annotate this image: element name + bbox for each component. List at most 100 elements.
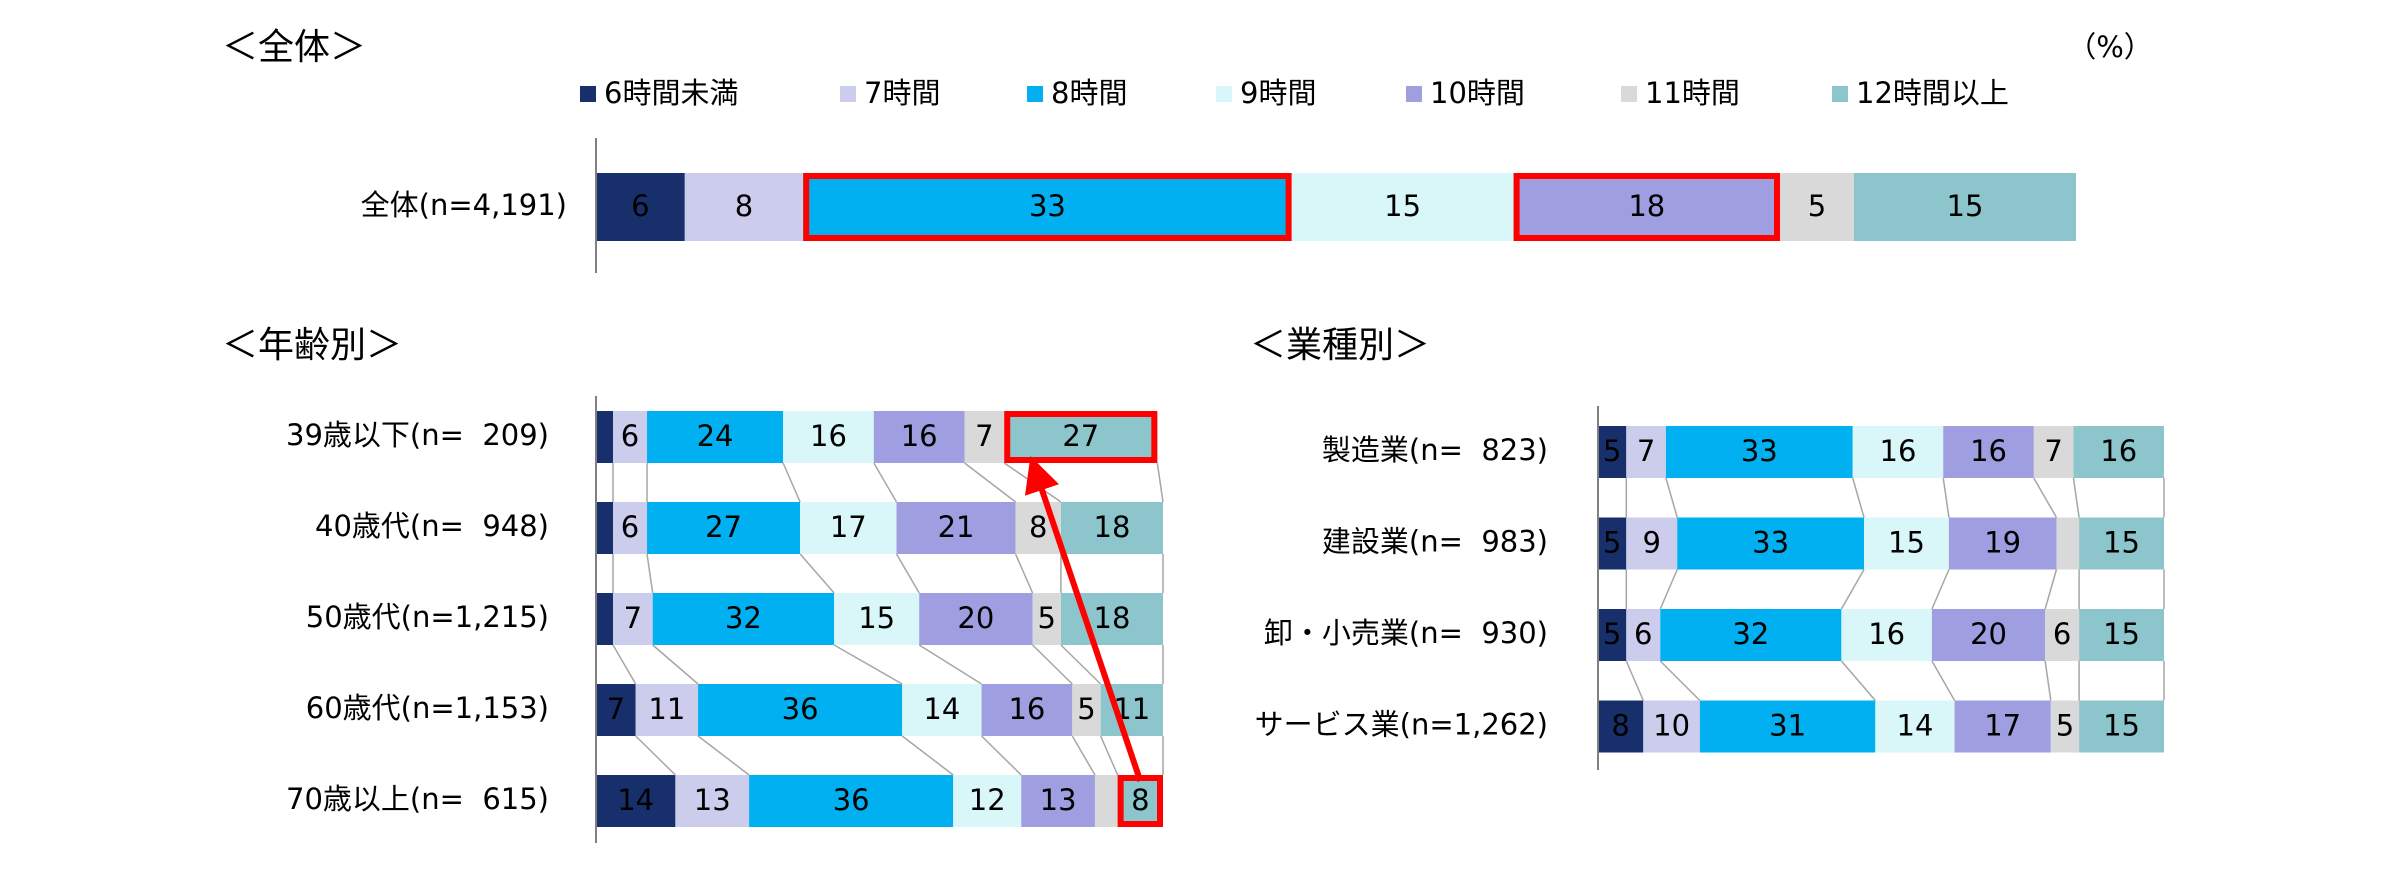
- connector-line: [1032, 644, 1073, 685]
- connector-line: [833, 644, 903, 685]
- bar-segment: [1954, 700, 2051, 753]
- bar-segment: [919, 593, 1033, 645]
- value-label: 18: [1094, 601, 1131, 635]
- bar-segment: [1032, 593, 1061, 645]
- value-label: 8: [735, 189, 753, 223]
- bar-segment: [596, 593, 614, 645]
- value-label: 6: [621, 419, 639, 453]
- bar-segment: [1931, 609, 2046, 661]
- value-label: 13: [1040, 783, 1077, 817]
- bar-segment: [1854, 173, 2076, 241]
- value-label: 11: [648, 692, 685, 726]
- value-label: 6: [2053, 617, 2071, 651]
- connector-line: [1060, 644, 1102, 685]
- value-label: 19: [1984, 526, 2021, 560]
- connector-line: [1003, 462, 1062, 503]
- legend-swatch: [840, 86, 856, 102]
- bar-segment: [1513, 173, 1780, 241]
- bar-segment: [1948, 517, 2057, 570]
- value-label: 14: [1897, 709, 1934, 743]
- bar-segment: [1699, 700, 1876, 753]
- connector-line: [1840, 660, 1876, 701]
- connector-line: [2044, 569, 2058, 610]
- value-label: 15: [2103, 709, 2140, 743]
- value-label: 5: [1808, 189, 1826, 223]
- chart-title: ＜年齢別＞: [222, 325, 402, 366]
- value-label: 33: [1029, 189, 1066, 223]
- bar-segment: [1060, 502, 1163, 554]
- legend-swatch: [1406, 86, 1422, 102]
- value-label: 16: [1880, 434, 1917, 468]
- bar-segment: [896, 502, 1016, 554]
- value-label: 8: [1131, 783, 1149, 817]
- value-label: 16: [901, 419, 938, 453]
- value-label: 6: [1634, 617, 1652, 651]
- value-label: 6: [631, 189, 649, 223]
- value-label: 8: [1029, 510, 1047, 544]
- legend-label: 11時間: [1645, 76, 1740, 110]
- connector-line: [1851, 477, 1865, 518]
- connector-line: [895, 553, 920, 594]
- bar-segment: [2050, 700, 2080, 753]
- category-label: 60歳代(n=1,153): [306, 691, 549, 725]
- value-label: 10: [1653, 709, 1690, 743]
- connector-line: [1931, 569, 1950, 610]
- connector-line: [697, 735, 750, 776]
- connector-line: [2033, 477, 2058, 518]
- value-label: 15: [2103, 617, 2140, 651]
- bar-segment: [1004, 411, 1158, 463]
- category-label: サービス業(n=1,262): [1255, 708, 1548, 742]
- value-label: 5: [1603, 526, 1621, 560]
- bar-segment: [675, 775, 750, 827]
- value-label: 15: [2103, 526, 2140, 560]
- value-label: 27: [1062, 419, 1099, 453]
- value-label: 8: [1611, 709, 1629, 743]
- connector-line: [1659, 660, 1701, 702]
- bar-segment: [613, 593, 653, 645]
- value-label: 5: [1038, 601, 1056, 635]
- bar-segment: [2079, 700, 2164, 753]
- bar-segment: [596, 502, 614, 554]
- chart-title: ＜全体＞: [222, 27, 366, 68]
- connector-line: [2072, 477, 2080, 518]
- unit-label: （%）: [2067, 30, 2153, 64]
- value-label: 13: [694, 783, 731, 817]
- bar-segment: [2079, 609, 2164, 661]
- bar-segment: [964, 411, 1005, 463]
- category-label: 建設業(n= 983): [1322, 525, 1548, 559]
- value-label: 27: [705, 510, 742, 544]
- value-label: 15: [1888, 526, 1925, 560]
- value-label: 5: [1603, 617, 1621, 651]
- value-label: 15: [1384, 189, 1421, 223]
- bar-segment: [652, 593, 835, 645]
- bar-segment: [647, 411, 784, 463]
- annotation-arrow: [1024, 455, 1144, 782]
- connector-line: [918, 644, 982, 685]
- bar-segment: [635, 684, 699, 736]
- connector-line: [1156, 462, 1164, 503]
- legend-swatch: [1832, 86, 1848, 102]
- bar-segment: [2073, 426, 2164, 478]
- category-label: 50歳代(n=1,215): [306, 600, 549, 634]
- connector-line: [646, 553, 654, 594]
- category-label: 40歳代(n= 948): [315, 509, 549, 543]
- value-label: 18: [1628, 189, 1665, 223]
- connector-line: [1931, 660, 1956, 701]
- bar-segment: [1841, 609, 1932, 661]
- legend-swatch: [1216, 86, 1232, 102]
- bar-segment: [613, 411, 648, 463]
- bar-segment: [834, 593, 920, 645]
- bar-segment: [873, 411, 965, 463]
- bar-segment: [1852, 426, 1944, 478]
- bar-segment: [596, 684, 636, 736]
- category-label: 70歳以上(n= 615): [286, 782, 549, 816]
- connector-line: [652, 644, 699, 685]
- bar-segment: [1943, 426, 2034, 478]
- connector-line: [1625, 660, 1644, 701]
- bar-segment: [698, 684, 903, 736]
- connector-line: [873, 462, 898, 503]
- bar-segment: [1660, 609, 1842, 661]
- value-label: 14: [617, 783, 654, 817]
- value-label: 21: [938, 510, 975, 544]
